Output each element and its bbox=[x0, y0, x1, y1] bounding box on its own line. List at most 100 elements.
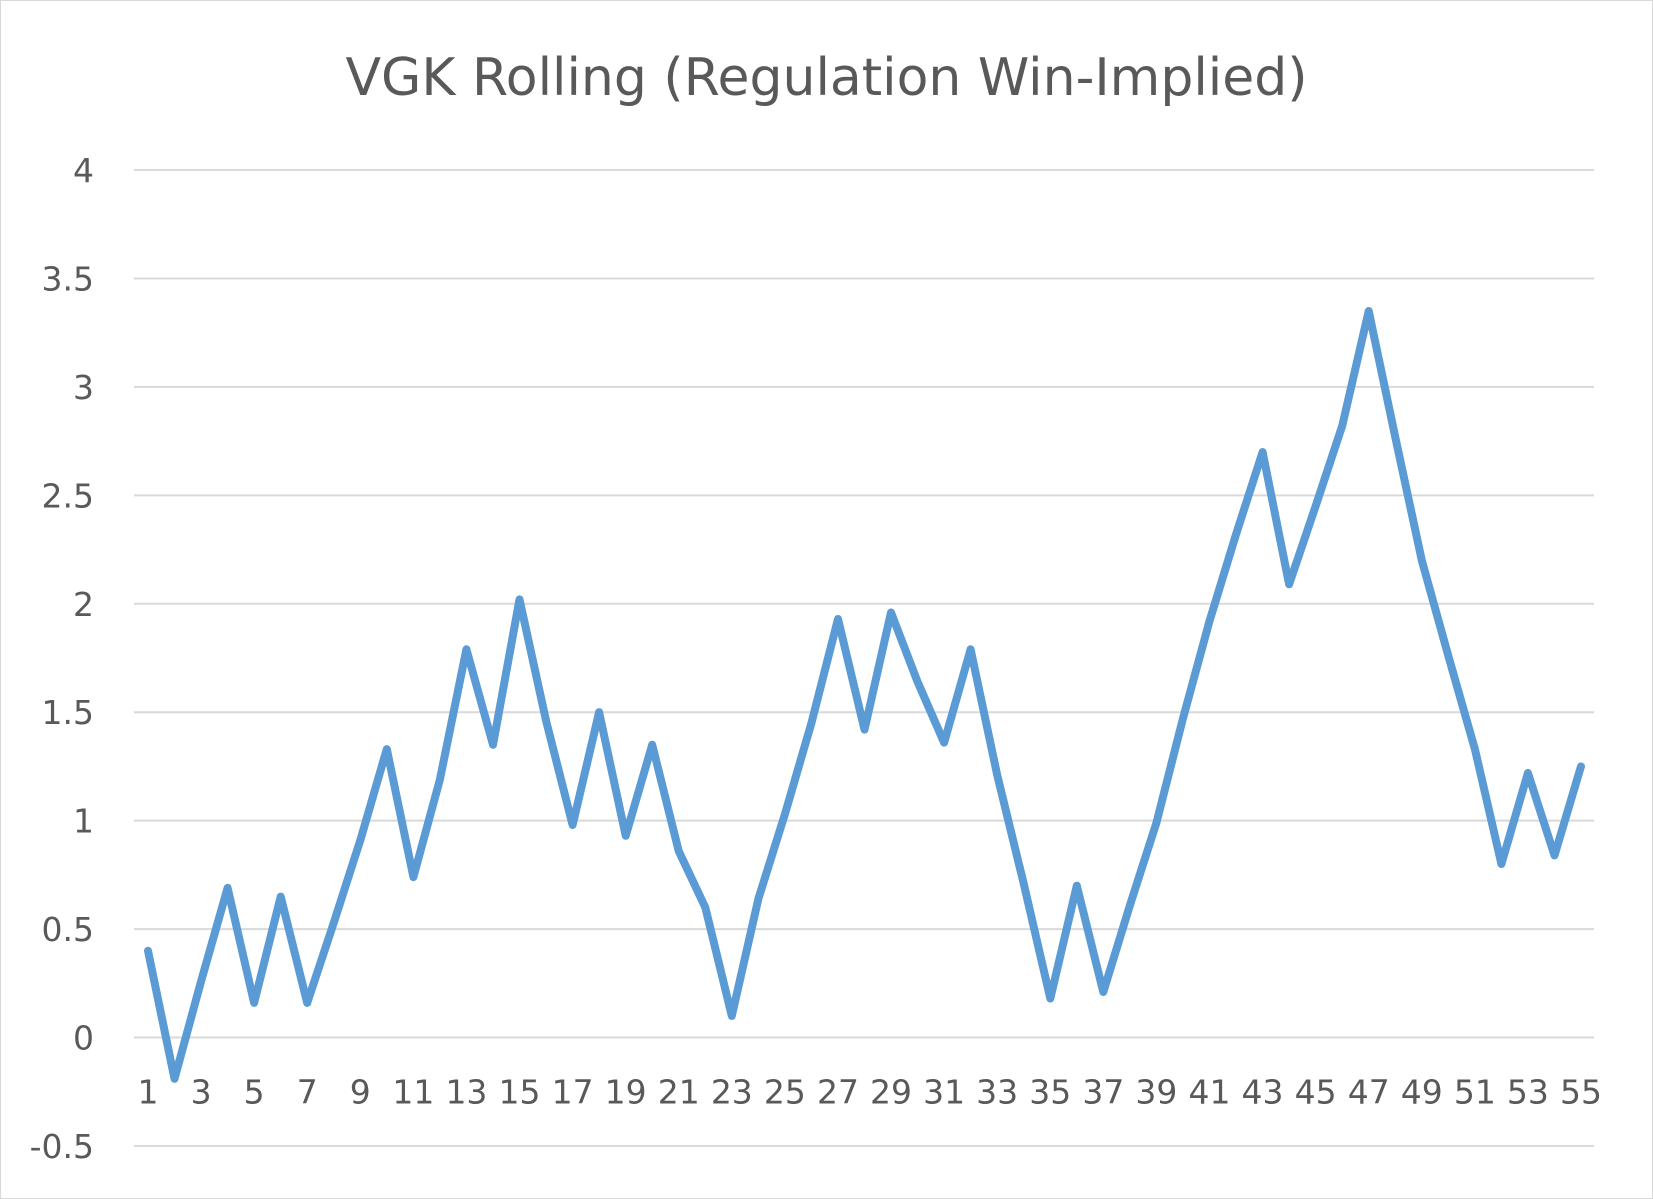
x-tick-label: 37 bbox=[1082, 1073, 1124, 1112]
data-point bbox=[598, 711, 600, 713]
data-point bbox=[333, 922, 335, 924]
data-point bbox=[1368, 310, 1370, 312]
data-point bbox=[1580, 765, 1582, 767]
data-point bbox=[492, 744, 494, 746]
x-tick-label: 33 bbox=[976, 1073, 1018, 1112]
data-point bbox=[996, 774, 998, 776]
x-tick-label: 55 bbox=[1560, 1073, 1602, 1112]
data-point bbox=[757, 898, 759, 900]
x-tick-label: 27 bbox=[817, 1073, 859, 1112]
data-point bbox=[890, 611, 892, 613]
x-tick-label: 41 bbox=[1188, 1073, 1230, 1112]
data-point bbox=[1553, 854, 1555, 856]
x-tick-label: 53 bbox=[1507, 1073, 1549, 1112]
y-tick-label: 0 bbox=[73, 1019, 94, 1058]
y-tick-label: -0.5 bbox=[30, 1127, 94, 1166]
x-tick-label: 11 bbox=[392, 1073, 434, 1112]
data-point bbox=[784, 813, 786, 815]
data-point bbox=[1155, 822, 1157, 824]
data-point bbox=[1208, 620, 1210, 622]
data-point bbox=[1235, 533, 1237, 535]
data-point bbox=[1049, 998, 1051, 1000]
data-point bbox=[810, 722, 812, 724]
x-tick-label: 17 bbox=[552, 1073, 594, 1112]
data-point bbox=[545, 720, 547, 722]
data-point bbox=[1023, 883, 1025, 885]
data-point bbox=[386, 748, 388, 750]
data-point bbox=[625, 835, 627, 837]
x-tick-label: 15 bbox=[499, 1073, 541, 1112]
data-point bbox=[1474, 748, 1476, 750]
data-point bbox=[465, 648, 467, 650]
x-tick-label: 13 bbox=[445, 1073, 487, 1112]
data-point bbox=[280, 896, 282, 898]
data-point bbox=[147, 950, 149, 952]
y-tick-label: 1.5 bbox=[42, 693, 94, 732]
data-point bbox=[200, 980, 202, 982]
chart-title: VGK Rolling (Regulation Win-Implied) bbox=[345, 48, 1308, 108]
x-tick-label: 25 bbox=[764, 1073, 806, 1112]
data-point bbox=[917, 681, 919, 683]
data-point bbox=[864, 729, 865, 731]
x-tick-label: 31 bbox=[923, 1073, 965, 1112]
data-point bbox=[651, 744, 653, 746]
data-point bbox=[943, 742, 945, 744]
y-tick-label: 1 bbox=[73, 802, 94, 841]
data-point bbox=[1182, 718, 1184, 720]
y-tick-label: 3.5 bbox=[42, 259, 94, 298]
data-point bbox=[1129, 904, 1131, 906]
x-tick-label: 3 bbox=[191, 1073, 212, 1112]
x-tick-label: 19 bbox=[605, 1073, 647, 1112]
data-point bbox=[174, 1078, 176, 1080]
data-point bbox=[1288, 583, 1290, 585]
x-tick-label: 51 bbox=[1454, 1073, 1496, 1112]
y-tick-label: 2 bbox=[73, 585, 94, 624]
data-point bbox=[1447, 655, 1449, 657]
series-layer bbox=[144, 307, 1585, 1083]
x-tick-label: 5 bbox=[244, 1073, 265, 1112]
x-axis-ticks: 1 3 5 7 9 11 13 15 17 19 21 23 25 27 29 31 33 35 37 39 41 43 4… bbox=[138, 1073, 1603, 1112]
data-point bbox=[1527, 772, 1529, 774]
x-tick-label: 23 bbox=[711, 1073, 753, 1112]
data-point bbox=[731, 1015, 733, 1017]
x-tick-label: 35 bbox=[1029, 1073, 1071, 1112]
data-point bbox=[1500, 863, 1502, 865]
data-point bbox=[1262, 451, 1264, 453]
data-point bbox=[678, 850, 680, 852]
data-point bbox=[412, 876, 414, 878]
data-point bbox=[572, 824, 574, 826]
gridlines bbox=[134, 169, 1594, 1147]
x-tick-label: 45 bbox=[1295, 1073, 1337, 1112]
x-tick-label: 1 bbox=[138, 1073, 159, 1112]
data-point bbox=[1102, 991, 1104, 993]
y-tick-label: 0.5 bbox=[42, 910, 94, 949]
data-point bbox=[704, 906, 706, 908]
data-point bbox=[253, 1002, 255, 1004]
x-tick-label: 39 bbox=[1135, 1073, 1177, 1112]
series-line bbox=[144, 307, 1585, 1083]
data-point bbox=[1394, 436, 1396, 438]
y-tick-label: 3 bbox=[73, 368, 94, 407]
data-point bbox=[519, 598, 521, 600]
data-point bbox=[439, 778, 441, 780]
y-axis-ticks: -0.5 0 0.5 1 1.5 2 2.5 3 3.5 4 bbox=[30, 151, 94, 1166]
x-tick-label: 7 bbox=[297, 1073, 318, 1112]
x-tick-label: 29 bbox=[870, 1073, 912, 1112]
data-point bbox=[837, 618, 839, 620]
data-point bbox=[227, 887, 229, 889]
x-tick-label: 43 bbox=[1242, 1073, 1284, 1112]
data-point bbox=[1076, 885, 1078, 887]
y-tick-label: 4 bbox=[73, 151, 94, 190]
data-point bbox=[359, 839, 361, 841]
data-point bbox=[970, 648, 972, 650]
y-tick-label: 2.5 bbox=[42, 476, 94, 515]
x-tick-label: 47 bbox=[1348, 1073, 1390, 1112]
x-tick-label: 21 bbox=[658, 1073, 700, 1112]
data-point bbox=[1315, 505, 1317, 507]
x-tick-label: 9 bbox=[350, 1073, 371, 1112]
data-point bbox=[1341, 425, 1343, 427]
data-point bbox=[306, 1002, 308, 1004]
data-point bbox=[1421, 559, 1423, 561]
